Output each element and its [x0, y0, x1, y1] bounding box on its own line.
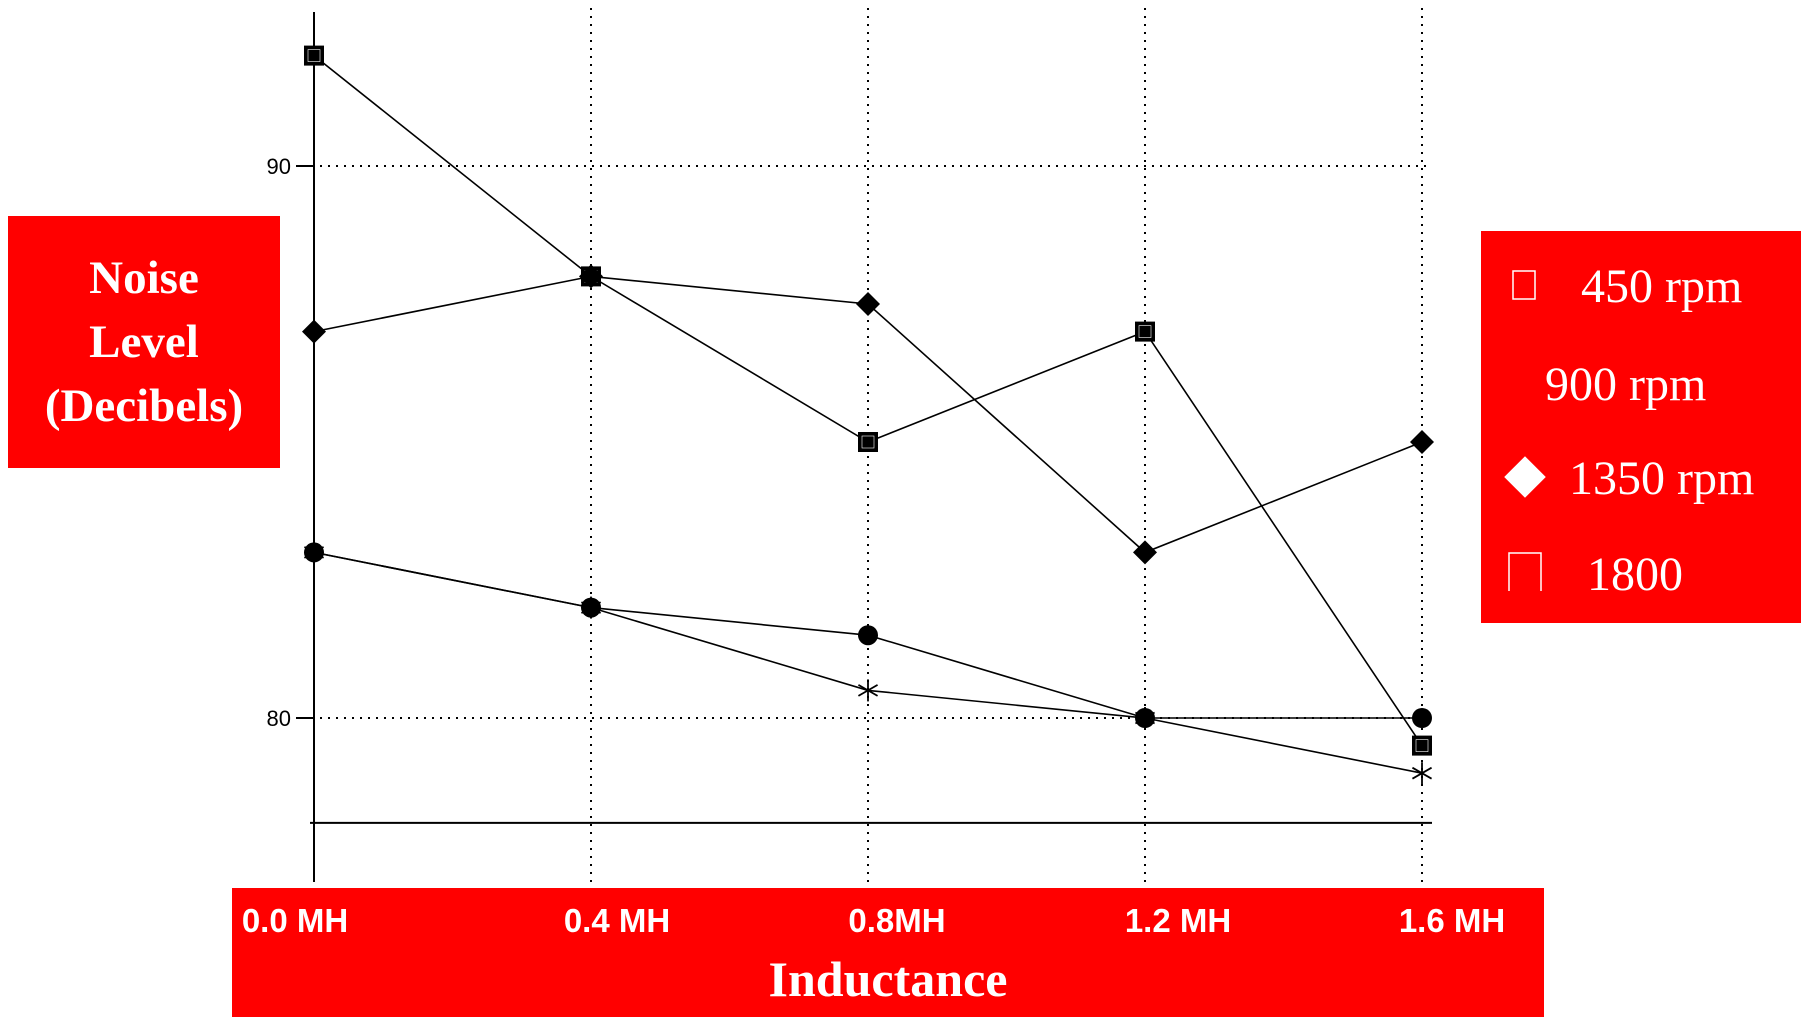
x-tick-label: 0.8MH [848, 902, 946, 939]
data-point-diamond [302, 319, 326, 344]
x-tick-label: 1.2 MH [1124, 902, 1232, 939]
data-point-diamond [1410, 430, 1434, 454]
data-point-square [1135, 321, 1155, 342]
data-point-asterisk [580, 596, 602, 619]
legend-label: 1350 rpm [1569, 452, 1755, 505]
legend-label: 900 rpm [1545, 358, 1707, 411]
square-outline-icon [1508, 552, 1542, 591]
y-axis-label-line-3: (Decibels) [44, 380, 244, 432]
diamond-marker [579, 264, 603, 289]
y-tick-label: 90 [267, 154, 291, 179]
asterisk-marker-stroke [857, 684, 879, 697]
y-axis-label: Noise Level (Decibels) [8, 246, 280, 438]
data-markers [302, 45, 1434, 785]
square-marker-inner [1415, 739, 1429, 752]
data-point-circle [858, 625, 878, 646]
legend-label: 1800 [1587, 548, 1683, 601]
square-marker-inner [861, 435, 875, 449]
data-point-square [304, 45, 324, 66]
data-point-square [858, 432, 878, 452]
data-point-asterisk [303, 541, 325, 564]
circle-marker [858, 625, 878, 646]
y-axis-label-line-1: Noise [89, 252, 199, 304]
x-tick-label: 0.4 MH [563, 902, 671, 939]
axes [296, 12, 1432, 882]
x-axis-label-box: 0.0 MH 0.4 MH 0.8MH 1.2 MH 1.6 MH Induct… [232, 888, 1544, 1017]
data-point-asterisk [857, 679, 879, 702]
data-point-diamond [579, 264, 603, 289]
square-marker-inner [307, 49, 321, 62]
diamond-marker [1133, 540, 1157, 565]
data-point-diamond [856, 292, 880, 316]
series-line-diamond [313, 275, 1423, 554]
asterisk-marker-stroke [303, 546, 325, 559]
y-axis-label-box: Noise Level (Decibels) [8, 216, 280, 468]
data-point-diamond [1133, 540, 1157, 565]
legend-label: 450 rpm [1581, 260, 1743, 313]
data-point-asterisk [1134, 707, 1156, 729]
y-axis-label-line-2: Level [89, 316, 199, 368]
legend-item-1350-rpm: 1350 rpm [1481, 449, 1801, 509]
square-marker-inner [1138, 325, 1152, 338]
x-tick-label: 0.0 MH [241, 902, 349, 939]
x-tick-label: 1.6 MH [1398, 902, 1506, 939]
y-tick-labels: 90 80 [267, 154, 291, 731]
diamond-marker [856, 292, 880, 316]
data-point-square [1412, 735, 1432, 756]
diamond-icon [1504, 456, 1546, 498]
diamond-marker [1410, 430, 1434, 454]
data-point-circle [1412, 708, 1432, 728]
small-square-outline-icon [1512, 270, 1536, 300]
asterisk-marker-stroke [580, 601, 602, 614]
diamond-marker [302, 319, 326, 344]
legend-item-1800: 1800 [1481, 545, 1801, 605]
legend-item-900-rpm: 900 rpm [1481, 355, 1801, 415]
asterisk-marker-stroke [1411, 766, 1433, 780]
y-tick-label: 80 [267, 706, 291, 731]
asterisk-marker-stroke [1134, 711, 1156, 725]
data-point-asterisk [1411, 762, 1433, 785]
circle-marker [1412, 708, 1432, 728]
x-axis-title: Inductance [768, 951, 1008, 1007]
legend: 450 rpm 900 rpm 1350 rpm 1800 [1481, 231, 1801, 623]
legend-item-450-rpm: 450 rpm [1481, 257, 1801, 317]
